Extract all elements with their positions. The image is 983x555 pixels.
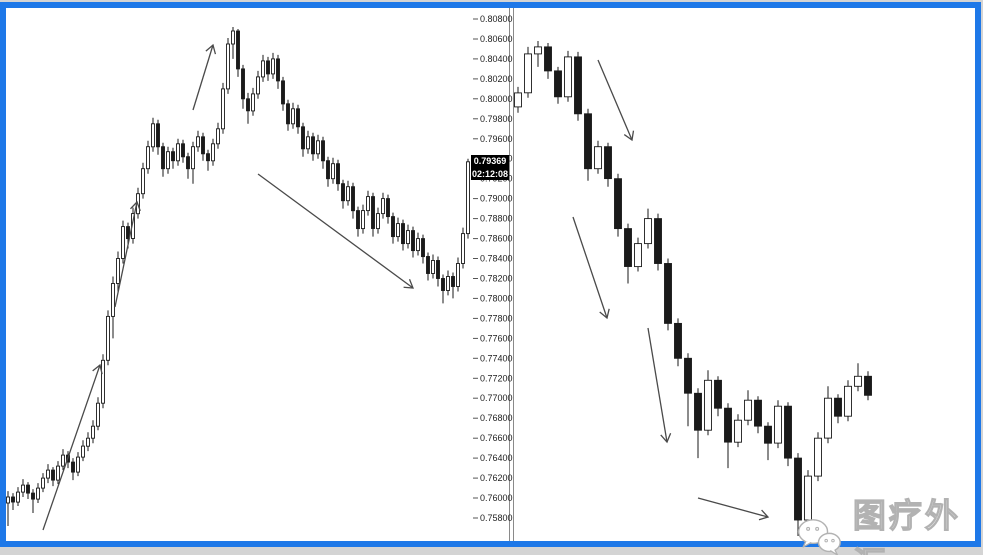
panel-separator-line-2 <box>513 8 514 541</box>
left-chart-panel[interactable] <box>6 8 471 541</box>
watermark-text: 图疗外汇 <box>852 495 961 555</box>
watermark: 图疗外汇 <box>795 489 983 555</box>
panel-separator-line-1 <box>509 8 510 541</box>
candle-countdown-label: 02:12:08 <box>471 168 509 180</box>
right-chart-panel[interactable] <box>514 8 975 541</box>
current-price-label: 0.79369 <box>471 155 509 168</box>
price-scale[interactable] <box>471 8 509 541</box>
wechat-icon <box>797 519 841 555</box>
